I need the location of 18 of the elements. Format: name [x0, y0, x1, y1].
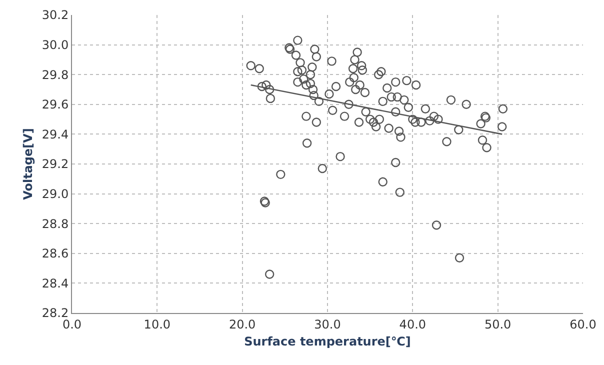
y-tick-label: 28.4 — [42, 276, 69, 290]
y-tick-label: 30.2 — [42, 8, 69, 22]
x-axis-title: Surface temperature[℃] — [244, 334, 411, 348]
x-tick-label: 40.0 — [399, 317, 426, 332]
y-tick-label: 29.4 — [42, 127, 69, 142]
y-tick-label: 28.6 — [42, 246, 69, 261]
x-tick-label: 20.0 — [228, 317, 256, 332]
y-tick-label: 29.8 — [42, 68, 69, 82]
x-tick-label: 10.0 — [144, 317, 171, 332]
y-tick-label: 29.6 — [42, 98, 69, 112]
x-tick-label: 30.0 — [314, 317, 341, 332]
x-tick-label: 50.0 — [484, 317, 512, 332]
y-axis-title: Voltage[V] — [21, 128, 36, 200]
y-tick-label: 29.0 — [42, 187, 69, 201]
y-tick-label: 30.0 — [42, 38, 69, 52]
x-tick-label: 60.0 — [570, 317, 596, 332]
y-tick-label: 28.8 — [42, 216, 69, 231]
y-tick-label: 29.2 — [42, 157, 69, 172]
